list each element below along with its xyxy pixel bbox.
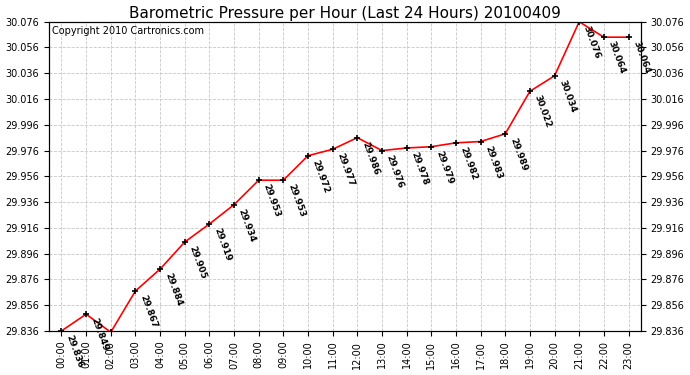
Text: 29.953: 29.953 bbox=[262, 183, 282, 219]
Text: 29.884: 29.884 bbox=[163, 272, 184, 308]
Text: 29.976: 29.976 bbox=[385, 153, 405, 189]
Text: 29.979: 29.979 bbox=[434, 150, 455, 186]
Text: 29.934: 29.934 bbox=[237, 207, 257, 243]
Text: 30.034: 30.034 bbox=[558, 79, 578, 114]
Text: 29.953: 29.953 bbox=[286, 183, 306, 219]
Text: 29.835: 29.835 bbox=[0, 374, 1, 375]
Text: 29.978: 29.978 bbox=[409, 151, 430, 187]
Text: 29.977: 29.977 bbox=[335, 152, 356, 188]
Text: 30.076: 30.076 bbox=[582, 24, 602, 60]
Text: 29.836: 29.836 bbox=[64, 334, 85, 369]
Text: 29.919: 29.919 bbox=[213, 227, 233, 263]
Text: 29.905: 29.905 bbox=[188, 245, 208, 280]
Text: 29.989: 29.989 bbox=[508, 136, 529, 172]
Title: Barometric Pressure per Hour (Last 24 Hours) 20100409: Barometric Pressure per Hour (Last 24 Ho… bbox=[129, 6, 561, 21]
Text: 30.064: 30.064 bbox=[607, 40, 627, 75]
Text: 29.982: 29.982 bbox=[459, 146, 479, 182]
Text: Copyright 2010 Cartronics.com: Copyright 2010 Cartronics.com bbox=[52, 26, 204, 36]
Text: 29.983: 29.983 bbox=[484, 144, 504, 180]
Text: 30.064: 30.064 bbox=[631, 40, 651, 75]
Text: 29.986: 29.986 bbox=[360, 141, 380, 176]
Text: 30.022: 30.022 bbox=[533, 94, 553, 129]
Text: 29.849: 29.849 bbox=[89, 317, 109, 353]
Text: 29.972: 29.972 bbox=[310, 159, 331, 195]
Text: 29.867: 29.867 bbox=[138, 294, 159, 330]
